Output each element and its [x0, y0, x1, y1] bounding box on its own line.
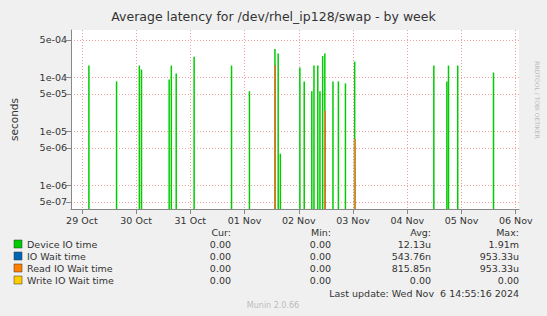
- svg-text:1.91m: 1.91m: [489, 239, 519, 250]
- svg-text:05 Nov: 05 Nov: [445, 215, 479, 226]
- svg-text:953.33u: 953.33u: [480, 263, 519, 274]
- svg-text:12.13u: 12.13u: [398, 239, 431, 250]
- svg-text:5e-06: 5e-06: [40, 142, 67, 153]
- svg-text:0.00: 0.00: [210, 239, 231, 250]
- svg-text:1e-04: 1e-04: [40, 72, 67, 83]
- svg-text:Max:: Max:: [496, 227, 519, 238]
- svg-text:0.00: 0.00: [310, 251, 331, 262]
- svg-text:953.33u: 953.33u: [480, 251, 519, 262]
- svg-text:0.00: 0.00: [310, 239, 331, 250]
- svg-text:06 Nov: 06 Nov: [499, 215, 533, 226]
- svg-text:31 Oct: 31 Oct: [175, 215, 207, 226]
- svg-text:01 Nov: 01 Nov: [228, 215, 262, 226]
- svg-text:543.76n: 543.76n: [392, 251, 431, 262]
- svg-text:30 Oct: 30 Oct: [120, 215, 152, 226]
- svg-text:03 Nov: 03 Nov: [336, 215, 370, 226]
- svg-text:Cur:: Cur:: [211, 227, 231, 238]
- svg-text:0.00: 0.00: [210, 251, 231, 262]
- svg-text:Avg:: Avg:: [410, 227, 431, 238]
- svg-text:Average latency for /dev/rhel_: Average latency for /dev/rhel_ip128/swap…: [111, 9, 436, 24]
- svg-text:0.00: 0.00: [410, 275, 431, 286]
- svg-text:Last update: Wed Nov 6 14:55:: Last update: Wed Nov 6 14:55:16 2024: [329, 288, 519, 299]
- svg-text:02 Nov: 02 Nov: [282, 215, 316, 226]
- svg-text:5e-04: 5e-04: [40, 34, 67, 45]
- svg-text:RRDTOOL / TOBI OETIKER: RRDTOOL / TOBI OETIKER: [534, 61, 541, 138]
- svg-text:Munin 2.0.66: Munin 2.0.66: [247, 301, 299, 310]
- svg-text:5e-05: 5e-05: [40, 88, 67, 99]
- svg-text:1e-05: 1e-05: [40, 126, 67, 137]
- svg-text:0.00: 0.00: [498, 275, 519, 286]
- svg-text:1e-06: 1e-06: [40, 180, 67, 191]
- svg-text:0.00: 0.00: [310, 275, 331, 286]
- svg-text:815.85n: 815.85n: [392, 263, 431, 274]
- svg-text:Min:: Min:: [311, 227, 331, 238]
- svg-text:04 Nov: 04 Nov: [390, 215, 424, 226]
- svg-text:0.00: 0.00: [310, 263, 331, 274]
- svg-text:0.00: 0.00: [210, 263, 231, 274]
- svg-text:5e-07: 5e-07: [40, 196, 67, 207]
- svg-text:29 Oct: 29 Oct: [66, 215, 98, 226]
- svg-text:IO Wait time: IO Wait time: [27, 251, 86, 262]
- svg-text:Read IO Wait time: Read IO Wait time: [27, 263, 113, 274]
- svg-text:seconds: seconds: [8, 98, 20, 141]
- svg-text:Device IO time: Device IO time: [27, 239, 97, 250]
- svg-text:Write IO Wait time: Write IO Wait time: [27, 275, 114, 286]
- svg-text:0.00: 0.00: [210, 275, 231, 286]
